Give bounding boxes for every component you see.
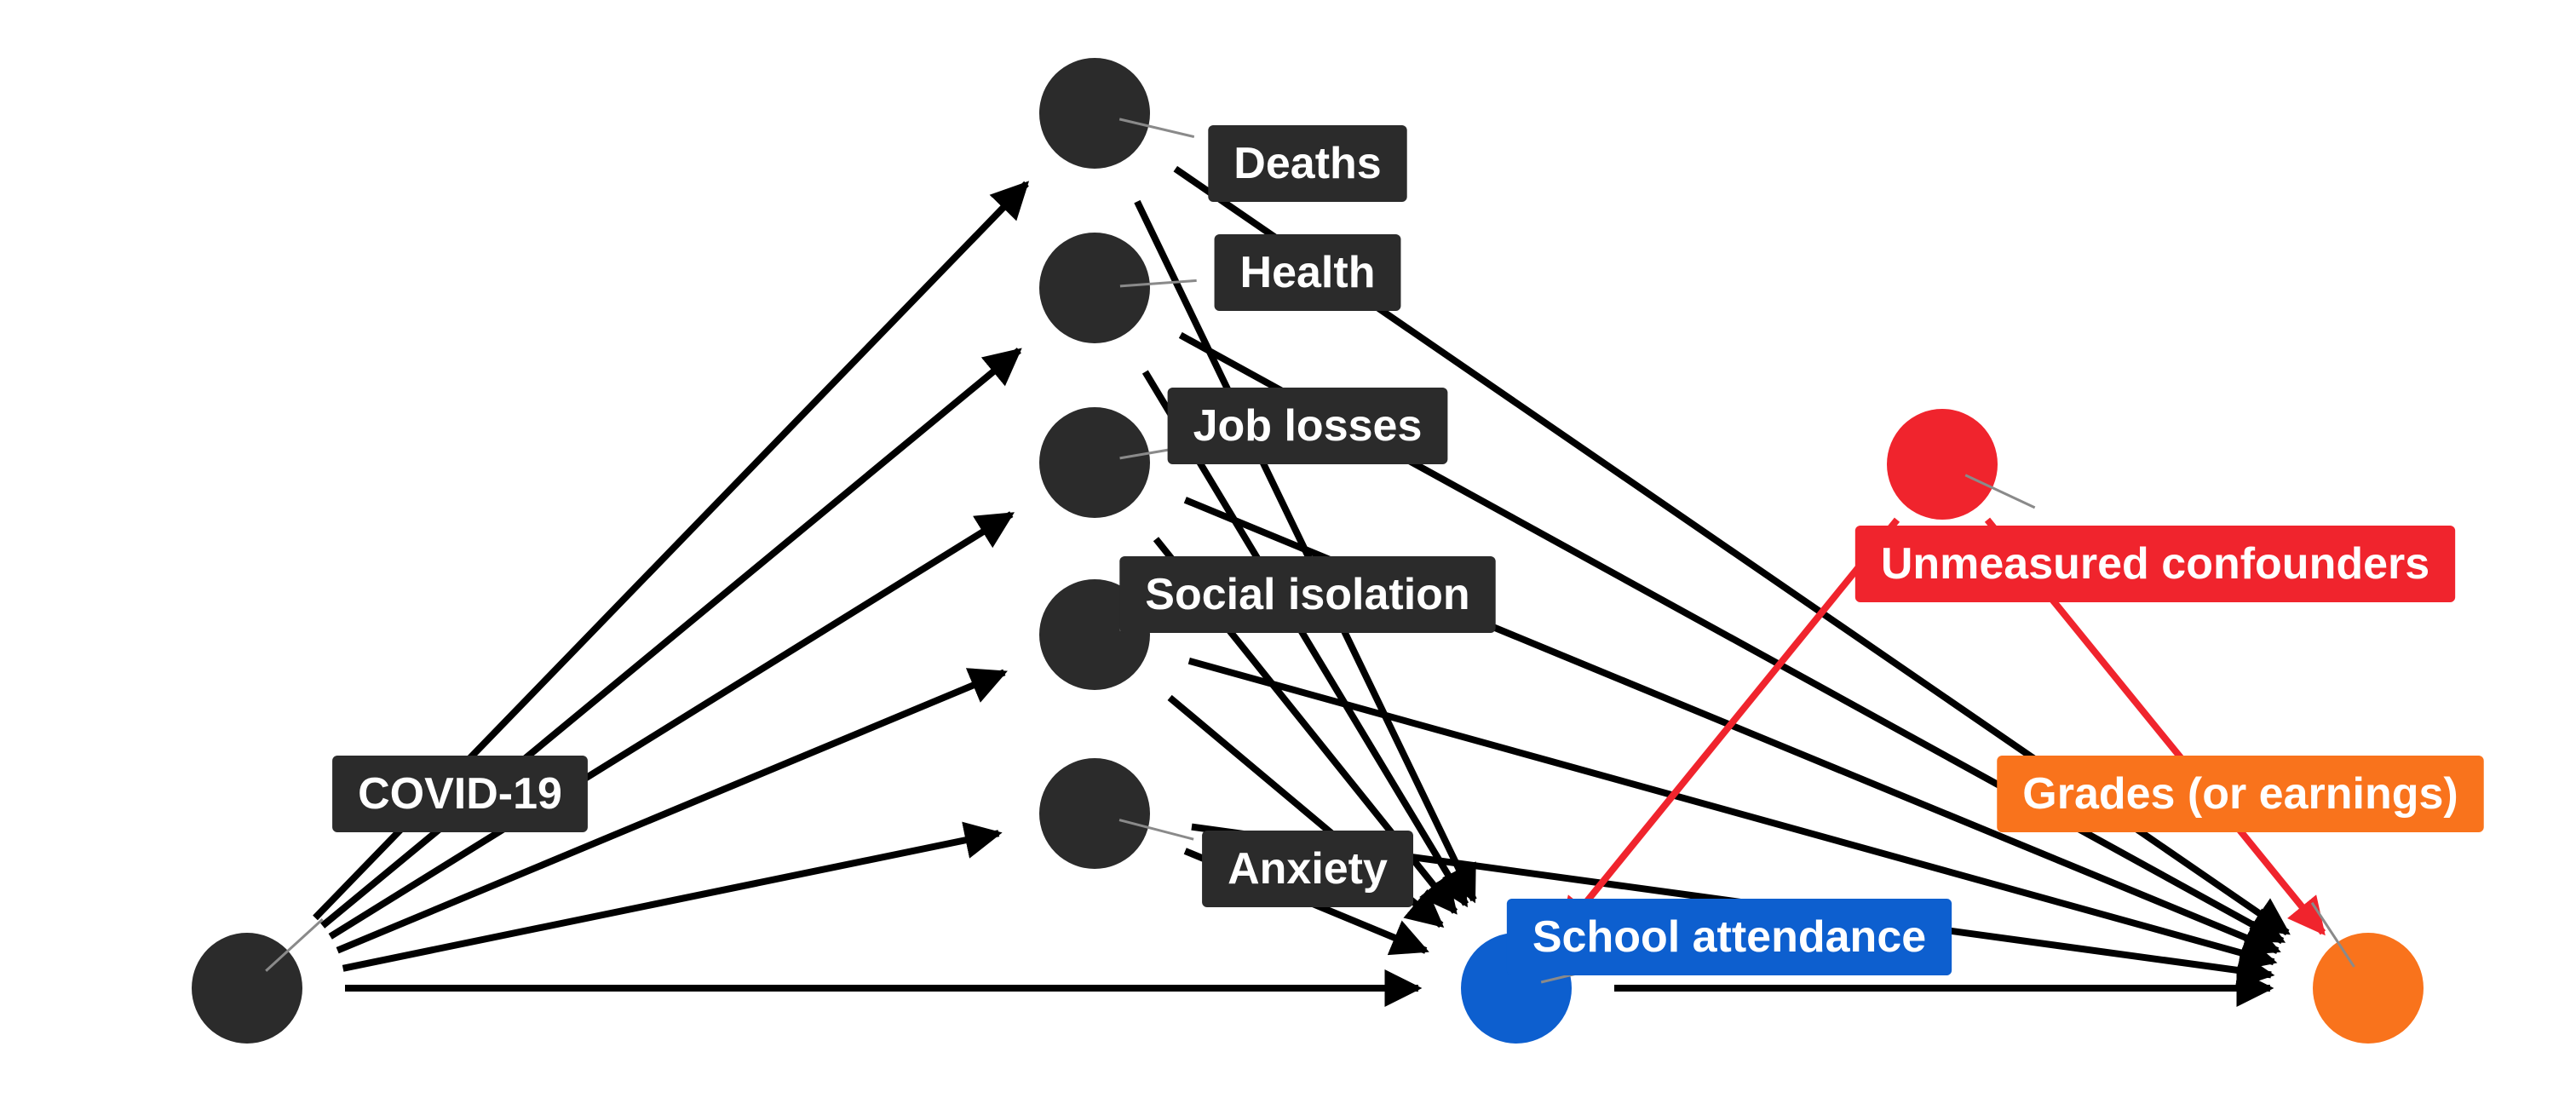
label-text-anxiety: Anxiety	[1228, 844, 1388, 894]
label-box-grades	[1997, 756, 2484, 832]
node-job_losses	[1039, 407, 1150, 518]
label-box-job_losses	[1167, 388, 1448, 464]
edge-covid-to-social_isolation	[336, 668, 1008, 954]
label-text-unmeasured_confounders: Unmeasured confounders	[1881, 539, 2429, 589]
label-box-social_isolation	[1119, 556, 1496, 633]
label-leader-health	[1119, 279, 1197, 288]
label-covid: COVID-19	[332, 756, 588, 832]
edge-social_isolation-to-grades	[1187, 657, 2278, 971]
label-health: Health	[1214, 234, 1401, 311]
label-leader-unmeasured_confounders	[1964, 474, 2036, 509]
label-box-health	[1214, 234, 1401, 311]
node-covid	[192, 933, 302, 1044]
label-text-health: Health	[1240, 248, 1376, 297]
label-job_losses: Job losses	[1167, 388, 1448, 464]
labels-layer: COVID-19 Deaths Health Job losses Social iso…	[332, 125, 2484, 975]
label-deaths: Deaths	[1208, 125, 1407, 202]
edge-unmeasured_confounders-to-school_attendance	[1558, 517, 1900, 936]
label-box-anxiety	[1202, 831, 1413, 907]
node-grades	[2313, 933, 2424, 1044]
label-box-covid	[332, 756, 588, 832]
label-anxiety: Anxiety	[1202, 831, 1413, 907]
label-grades: Grades (or earnings)	[1997, 756, 2484, 832]
edge-covid-to-health	[320, 348, 1022, 929]
label-text-social_isolation: Social isolation	[1145, 570, 1469, 619]
node-anxiety	[1039, 758, 1150, 869]
label-text-job_losses: Job losses	[1193, 401, 1423, 451]
label-leader-deaths	[1118, 118, 1195, 139]
label-text-grades: Grades (or earnings)	[2022, 769, 2458, 819]
edge-covid-to-job_losses	[328, 511, 1015, 940]
nodes-layer	[192, 58, 2424, 1044]
label-unmeasured_confounders: Unmeasured confounders	[1854, 526, 2456, 602]
label-text-school_attendance: School attendance	[1532, 912, 1926, 962]
label-school_attendance: School attendance	[1506, 899, 1952, 975]
node-unmeasured_confounders	[1887, 409, 1998, 520]
label-box-school_attendance	[1506, 899, 1952, 975]
label-box-unmeasured_confounders	[1854, 526, 2456, 602]
label-text-deaths: Deaths	[1233, 139, 1381, 188]
label-social_isolation: Social isolation	[1119, 556, 1496, 633]
node-health	[1039, 233, 1150, 343]
label-text-covid: COVID-19	[358, 769, 562, 819]
label-leader-anxiety	[1118, 819, 1194, 841]
node-deaths	[1039, 58, 1150, 169]
edge-covid-to-anxiety	[342, 821, 1003, 972]
label-leader-covid	[265, 918, 324, 972]
label-leader-grades	[2310, 901, 2355, 968]
label-box-deaths	[1208, 125, 1407, 202]
